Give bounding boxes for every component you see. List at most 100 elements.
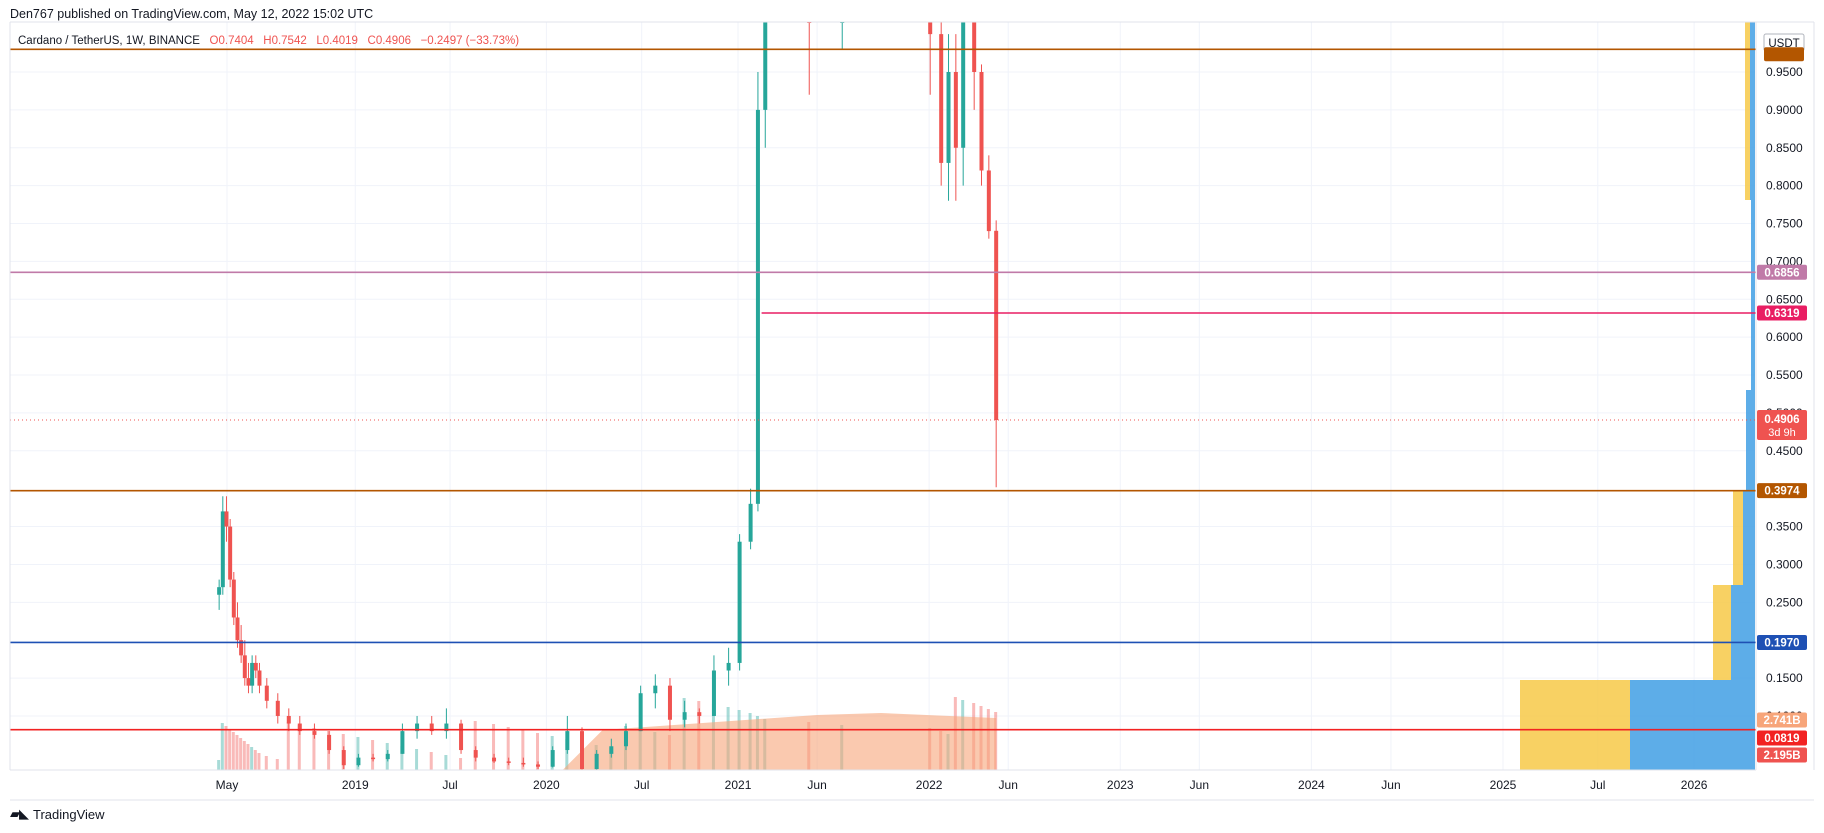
candle-body — [253, 662, 258, 671]
y-tick-label: 0.1500 — [1766, 671, 1803, 685]
candle-body — [250, 662, 255, 686]
candle-body — [653, 685, 658, 694]
level-price-label-red: 0.0819 — [1764, 733, 1799, 745]
level-price-label-bg — [1757, 483, 1807, 499]
candle-body — [550, 750, 555, 767]
candle-body — [565, 731, 570, 751]
y-tick-label: 0.3500 — [1766, 520, 1803, 534]
volume-ma-area — [562, 713, 997, 770]
vp-bar — [1746, 390, 1755, 490]
x-tick-label: Jun — [999, 778, 1018, 792]
currency-badge: USDT — [1768, 38, 1799, 50]
candle-body — [726, 662, 731, 671]
candle-body — [415, 723, 420, 732]
x-tick-label: Jul — [1590, 778, 1605, 792]
legend-open: O0.7404 — [209, 35, 254, 47]
volume-label-top: 2.741B — [1763, 715, 1800, 727]
candle-body — [638, 693, 643, 732]
volume-bar — [415, 749, 419, 770]
volume-bar — [492, 724, 496, 770]
countdown-label: 3d 9h — [1768, 427, 1796, 439]
volume-bar — [312, 728, 316, 770]
level-tag — [1764, 47, 1804, 62]
candle-body — [928, 22, 933, 35]
vp-bar — [1733, 490, 1743, 585]
candle-body — [220, 511, 225, 588]
candle-body — [312, 731, 317, 735]
legend-low: L0.4019 — [316, 35, 358, 47]
x-tick-label: 2025 — [1490, 778, 1517, 792]
candle-body — [763, 22, 768, 110]
candle-body — [953, 72, 958, 148]
vp-bar — [1745, 22, 1750, 105]
volume-bar — [217, 760, 221, 770]
tradingview-footer[interactable]: ▰◣ TradingView — [10, 806, 105, 822]
x-tick-label: 2023 — [1107, 778, 1134, 792]
candle-body — [594, 753, 599, 769]
x-tick-label: Jun — [1381, 778, 1400, 792]
y-tick-label: 0.2500 — [1766, 595, 1803, 609]
candle-body — [224, 511, 229, 527]
volume-bar — [231, 732, 235, 770]
candle-body — [961, 22, 966, 148]
candle-body — [385, 753, 390, 760]
candle-body — [257, 670, 262, 686]
volume-bar — [286, 722, 290, 770]
candle-body — [217, 587, 222, 595]
y-tick-label: 0.9000 — [1766, 103, 1803, 117]
candle-body — [755, 109, 760, 504]
level-price-label-bg — [1757, 305, 1807, 321]
legend-high: H0.7542 — [263, 35, 307, 47]
volume-bar — [228, 729, 232, 770]
level-price-label: 0.1970 — [1764, 637, 1799, 649]
candle-body — [492, 757, 497, 762]
legend-change: −0.2497 (−33.73%) — [420, 35, 520, 47]
volume-bar — [400, 746, 404, 770]
vp-bar — [1713, 585, 1731, 680]
volume-bar — [521, 730, 525, 770]
symbol-legend: Cardano / TetherUS, 1W, BINANCE O0.7404 … — [18, 35, 519, 47]
volume-bar — [239, 738, 243, 770]
candle-body — [711, 670, 716, 716]
x-tick-label: 2024 — [1298, 778, 1325, 792]
level-price-label: 0.6319 — [1764, 308, 1799, 320]
legend-symbol: Cardano / TetherUS, 1W, BINANCE — [18, 35, 200, 47]
publisher-credit: Den767 published on TradingView.com, May… — [10, 7, 374, 21]
candle-body — [748, 503, 753, 542]
volume-moving-average — [562, 713, 997, 770]
y-tick-label: 0.6500 — [1766, 292, 1803, 306]
volume-label-top-bg — [1757, 712, 1807, 728]
candle-body — [473, 750, 478, 758]
candle-body — [536, 764, 541, 767]
candle-body — [459, 723, 464, 751]
volume-bar — [257, 753, 261, 770]
tradingview-brand: TradingView — [33, 806, 105, 822]
volume-bar — [356, 737, 360, 770]
volume-bar — [297, 725, 301, 770]
y-tick-label: 0.4500 — [1766, 444, 1803, 458]
volume-bar — [536, 733, 540, 770]
candle-body — [994, 230, 999, 421]
vp-bar — [1731, 585, 1755, 680]
level-price-label-red-bg — [1757, 730, 1807, 746]
candle-body — [609, 746, 614, 754]
candle-body — [231, 579, 236, 618]
x-tick-label: 2020 — [533, 778, 560, 792]
legend-close: C0.4906 — [367, 35, 411, 47]
candle-body — [521, 762, 526, 765]
x-tick-label: Jul — [634, 778, 649, 792]
candle-body — [946, 72, 951, 163]
x-tick-label: Jul — [442, 778, 457, 792]
volume-bar — [235, 735, 239, 770]
x-tick-label: May — [216, 778, 239, 792]
volume-bar — [250, 747, 254, 770]
vp-bar — [1750, 22, 1755, 200]
vp-bar — [1743, 490, 1755, 585]
y-tick-label: 0.8500 — [1766, 141, 1803, 155]
volume-bar — [506, 727, 510, 770]
candle-body — [506, 761, 511, 763]
x-tick-label: Jun — [807, 778, 826, 792]
vp-bar — [1520, 680, 1630, 770]
candle-body — [737, 541, 742, 663]
